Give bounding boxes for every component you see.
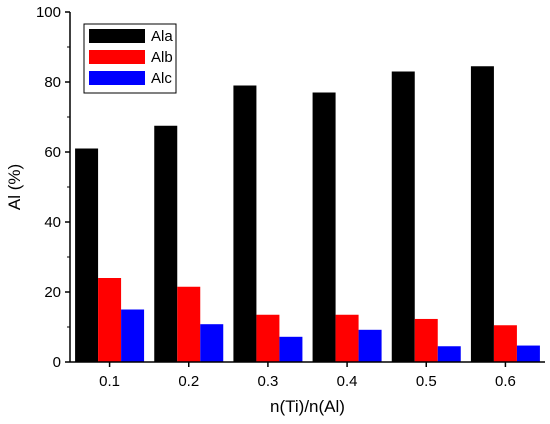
bar-alb-0.6 — [493, 325, 517, 362]
y-tick-label: 60 — [44, 144, 61, 161]
bar-ala-0.2 — [154, 125, 178, 362]
y-tick-label: 20 — [44, 284, 61, 301]
legend-label-alb: Alb — [151, 49, 173, 66]
bar-alc-0.5 — [437, 346, 461, 362]
legend: Ala Alb Alc — [83, 23, 177, 94]
bar-alb-0.1 — [98, 278, 122, 362]
ticks-group: 0 20 40 60 80 100 0.1 0.2 0.3 0.4 0.5 0.6 — [36, 4, 516, 390]
bar-alc-0.4 — [358, 329, 382, 362]
bar-alc-0.2 — [200, 324, 224, 362]
legend-swatch-alc — [89, 71, 145, 85]
bar-ala-0.1 — [75, 148, 99, 362]
bar-ala-0.5 — [391, 71, 415, 362]
bar-alb-0.3 — [256, 314, 280, 362]
x-tick-label: 0.6 — [495, 373, 516, 390]
x-tick-label: 0.3 — [257, 373, 278, 390]
y-tick-label: 40 — [44, 214, 61, 231]
bar-alc-0.1 — [121, 309, 145, 362]
bar-alb-0.5 — [414, 318, 438, 362]
x-axis-title: n(Ti)/n(Al) — [270, 397, 345, 416]
legend-label-alc: Alc — [151, 70, 172, 87]
legend-swatch-alb — [89, 50, 145, 64]
y-tick-label: 80 — [44, 74, 61, 91]
x-tick-label: 0.4 — [337, 373, 358, 390]
bar-alc-0.6 — [516, 345, 540, 362]
bar-ala-0.6 — [470, 66, 494, 362]
x-tick-label: 0.5 — [416, 373, 437, 390]
bar-alc-0.3 — [279, 336, 303, 362]
y-axis-title: Al (%) — [5, 164, 24, 210]
bar-ala-0.4 — [312, 92, 336, 362]
x-tick-label: 0.2 — [178, 373, 199, 390]
y-tick-label: 100 — [36, 4, 61, 21]
x-tick-label: 0.1 — [99, 373, 120, 390]
y-tick-label: 0 — [53, 354, 61, 371]
bar-alb-0.4 — [335, 314, 359, 362]
legend-label-ala: Ala — [151, 28, 173, 45]
bar-alb-0.2 — [177, 286, 201, 362]
bars-group — [75, 66, 540, 362]
legend-swatch-ala — [89, 29, 145, 43]
bar-ala-0.3 — [233, 85, 257, 362]
